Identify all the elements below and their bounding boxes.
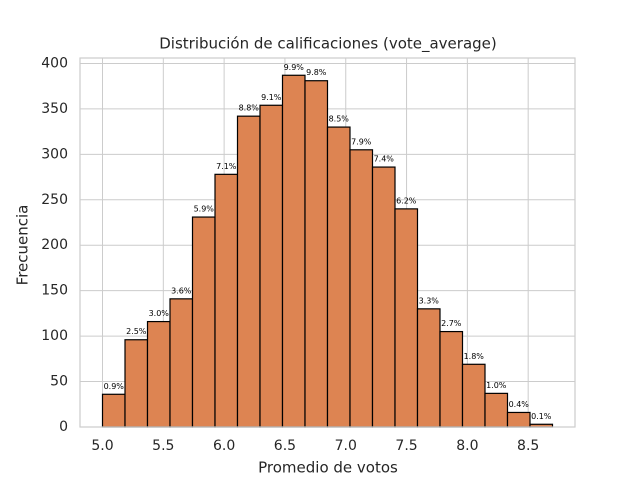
y-tick-label: 300 <box>41 146 68 162</box>
x-tick-label: 6.5 <box>274 438 296 454</box>
bar-annotation: 1.0% <box>486 381 507 390</box>
bar <box>236 115 261 428</box>
bar <box>304 80 329 428</box>
x-tick-label: 7.0 <box>335 438 357 454</box>
x-tick-label: 7.5 <box>395 438 417 454</box>
bar <box>416 308 441 428</box>
x-tick-label: 8.5 <box>517 438 539 454</box>
bar-annotation: 1.8% <box>464 352 485 361</box>
bar-annotation: 8.8% <box>239 104 260 113</box>
y-tick-label: 200 <box>41 237 68 253</box>
bar-annotation: 0.1% <box>531 412 552 421</box>
bar <box>371 166 396 428</box>
y-tick-label: 0 <box>59 419 68 435</box>
bar <box>394 208 419 428</box>
y-tick-label: 350 <box>41 101 68 117</box>
bar <box>461 363 486 428</box>
x-tick-label: 5.5 <box>152 438 174 454</box>
bar-annotation: 7.4% <box>374 155 395 164</box>
y-tick-label: 400 <box>41 55 68 71</box>
x-tick-label: 5.0 <box>91 438 113 454</box>
bar <box>214 173 239 428</box>
bar <box>124 339 149 428</box>
bar <box>101 393 126 428</box>
bar <box>506 411 531 428</box>
y-tick-label: 150 <box>41 283 68 299</box>
y-tick-label: 250 <box>41 192 68 208</box>
y-axis-label: Frecuencia <box>14 205 32 286</box>
x-axis-label: Promedio de votos <box>258 459 398 477</box>
bar <box>349 149 374 428</box>
chart-title: Distribución de calificaciones (vote_ave… <box>159 35 497 54</box>
bar-annotation: 2.5% <box>126 327 147 336</box>
bar <box>169 298 194 428</box>
bar <box>439 330 464 428</box>
bar-annotation: 0.9% <box>104 382 125 391</box>
bar-annotation: 9.1% <box>261 93 282 102</box>
bar-annotation: 5.9% <box>194 205 215 214</box>
bar-annotation: 3.6% <box>171 286 192 295</box>
bar <box>259 104 284 428</box>
x-tick-label: 6.0 <box>213 438 235 454</box>
bar-annotation: 8.5% <box>329 115 350 124</box>
bar-annotation: 3.0% <box>149 309 170 318</box>
bar-annotation: 3.3% <box>419 296 440 305</box>
bar-annotation: 0.4% <box>509 400 530 409</box>
bar <box>484 392 509 428</box>
bar <box>281 74 306 428</box>
bar <box>326 126 351 428</box>
bar-annotation: 2.7% <box>441 319 462 328</box>
bar-annotation: 9.8% <box>306 68 327 77</box>
y-tick-label: 50 <box>50 374 68 390</box>
bar <box>146 320 171 428</box>
axes-frame <box>79 57 576 428</box>
bar-annotation: 6.2% <box>396 196 417 205</box>
bar <box>191 216 216 428</box>
y-tick-label: 100 <box>41 328 68 344</box>
x-tick-label: 8.0 <box>456 438 478 454</box>
bar-annotation: 9.9% <box>284 63 305 72</box>
bar-annotation: 7.1% <box>216 162 237 171</box>
bar-annotation: 7.9% <box>351 137 372 146</box>
